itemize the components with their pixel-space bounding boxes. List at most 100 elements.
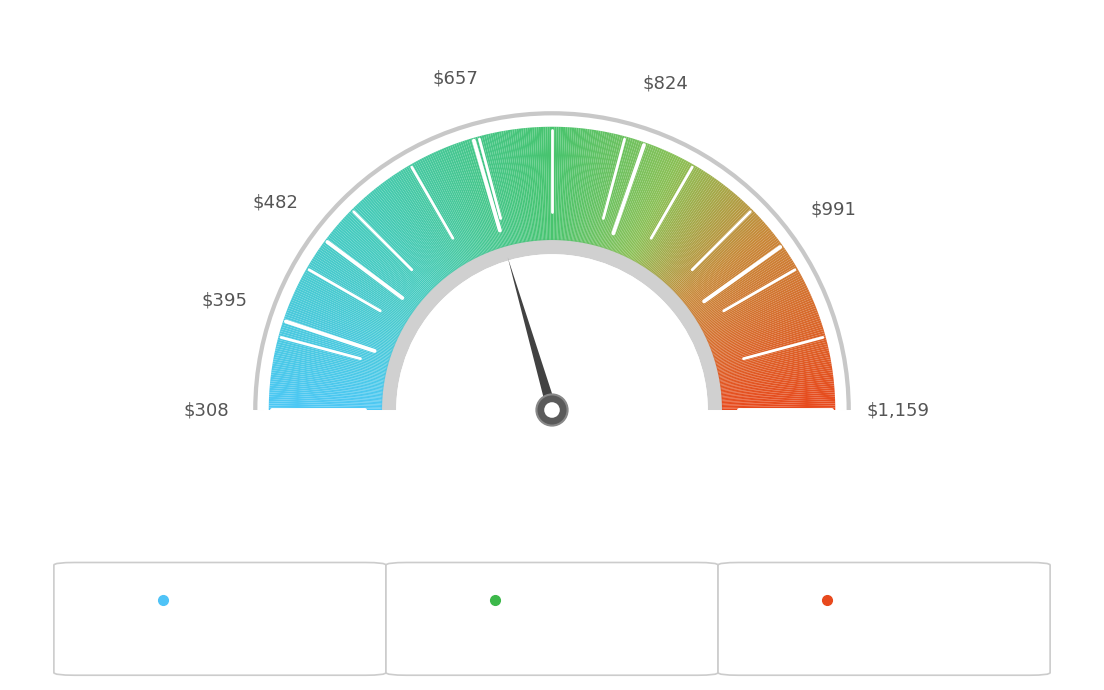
Wedge shape [399,171,461,267]
Wedge shape [715,333,825,365]
Wedge shape [528,128,539,241]
Wedge shape [282,322,391,359]
Wedge shape [349,211,431,292]
Wedge shape [341,219,426,297]
Wedge shape [590,134,616,244]
Wedge shape [352,208,433,290]
Wedge shape [672,210,754,290]
Wedge shape [272,366,384,385]
Wedge shape [406,166,466,264]
Wedge shape [354,205,435,288]
Wedge shape [273,362,384,382]
Wedge shape [618,149,665,254]
Wedge shape [694,257,792,319]
Wedge shape [473,137,506,247]
Wedge shape [442,148,487,253]
Wedge shape [573,129,590,242]
Wedge shape [560,127,567,240]
Wedge shape [306,268,405,326]
Wedge shape [580,130,601,243]
Wedge shape [719,359,831,381]
Wedge shape [722,395,835,402]
Wedge shape [393,175,457,269]
Wedge shape [537,127,544,240]
Wedge shape [710,306,816,348]
Wedge shape [479,136,510,246]
Wedge shape [704,284,806,335]
Wedge shape [565,128,576,241]
Wedge shape [567,128,581,241]
Wedge shape [276,346,386,373]
Wedge shape [286,310,393,351]
Wedge shape [716,337,827,368]
Wedge shape [709,299,814,345]
Wedge shape [415,161,471,261]
Wedge shape [601,139,635,248]
Wedge shape [667,202,746,286]
Wedge shape [572,129,587,242]
Wedge shape [391,176,456,270]
Text: $991: $991 [810,200,857,218]
Text: $1,159: $1,159 [866,401,930,419]
Wedge shape [631,159,687,260]
Wedge shape [364,196,440,282]
Text: $657: $657 [433,69,479,87]
Wedge shape [439,149,486,254]
Wedge shape [655,185,725,276]
Wedge shape [705,288,808,337]
Wedge shape [667,201,744,285]
Wedge shape [713,322,822,359]
Wedge shape [452,144,493,251]
Wedge shape [361,199,438,284]
Wedge shape [640,168,702,266]
Wedge shape [318,249,412,315]
Wedge shape [311,258,408,320]
FancyBboxPatch shape [718,562,1050,676]
Wedge shape [269,384,383,395]
Wedge shape [541,127,546,240]
Wedge shape [488,134,514,244]
Wedge shape [697,262,795,322]
Wedge shape [298,284,400,335]
Wedge shape [698,264,796,324]
Wedge shape [684,233,774,305]
Wedge shape [277,342,388,371]
Wedge shape [703,282,806,334]
Wedge shape [289,302,395,346]
Wedge shape [300,277,402,332]
Wedge shape [719,355,830,378]
Wedge shape [269,395,382,402]
Wedge shape [530,128,540,241]
Wedge shape [658,189,731,278]
Wedge shape [707,293,811,342]
Wedge shape [559,127,565,240]
Wedge shape [363,197,439,284]
Wedge shape [294,291,397,340]
Wedge shape [268,401,382,406]
Wedge shape [290,299,395,345]
Wedge shape [703,279,805,333]
Wedge shape [270,375,383,390]
Wedge shape [274,357,385,380]
Wedge shape [720,362,831,382]
Wedge shape [506,130,526,242]
Wedge shape [718,351,829,375]
Wedge shape [722,392,835,401]
Wedge shape [381,239,723,410]
Wedge shape [448,146,490,252]
Wedge shape [687,237,777,307]
Wedge shape [608,143,648,250]
Wedge shape [719,357,830,380]
Wedge shape [686,235,776,306]
Wedge shape [681,226,768,301]
Wedge shape [316,253,411,317]
Wedge shape [659,190,733,279]
Wedge shape [641,170,703,266]
Wedge shape [269,399,382,404]
Wedge shape [373,189,446,278]
Wedge shape [510,130,528,242]
Wedge shape [626,155,677,257]
Wedge shape [700,272,800,328]
Wedge shape [552,127,554,240]
Wedge shape [721,375,834,390]
